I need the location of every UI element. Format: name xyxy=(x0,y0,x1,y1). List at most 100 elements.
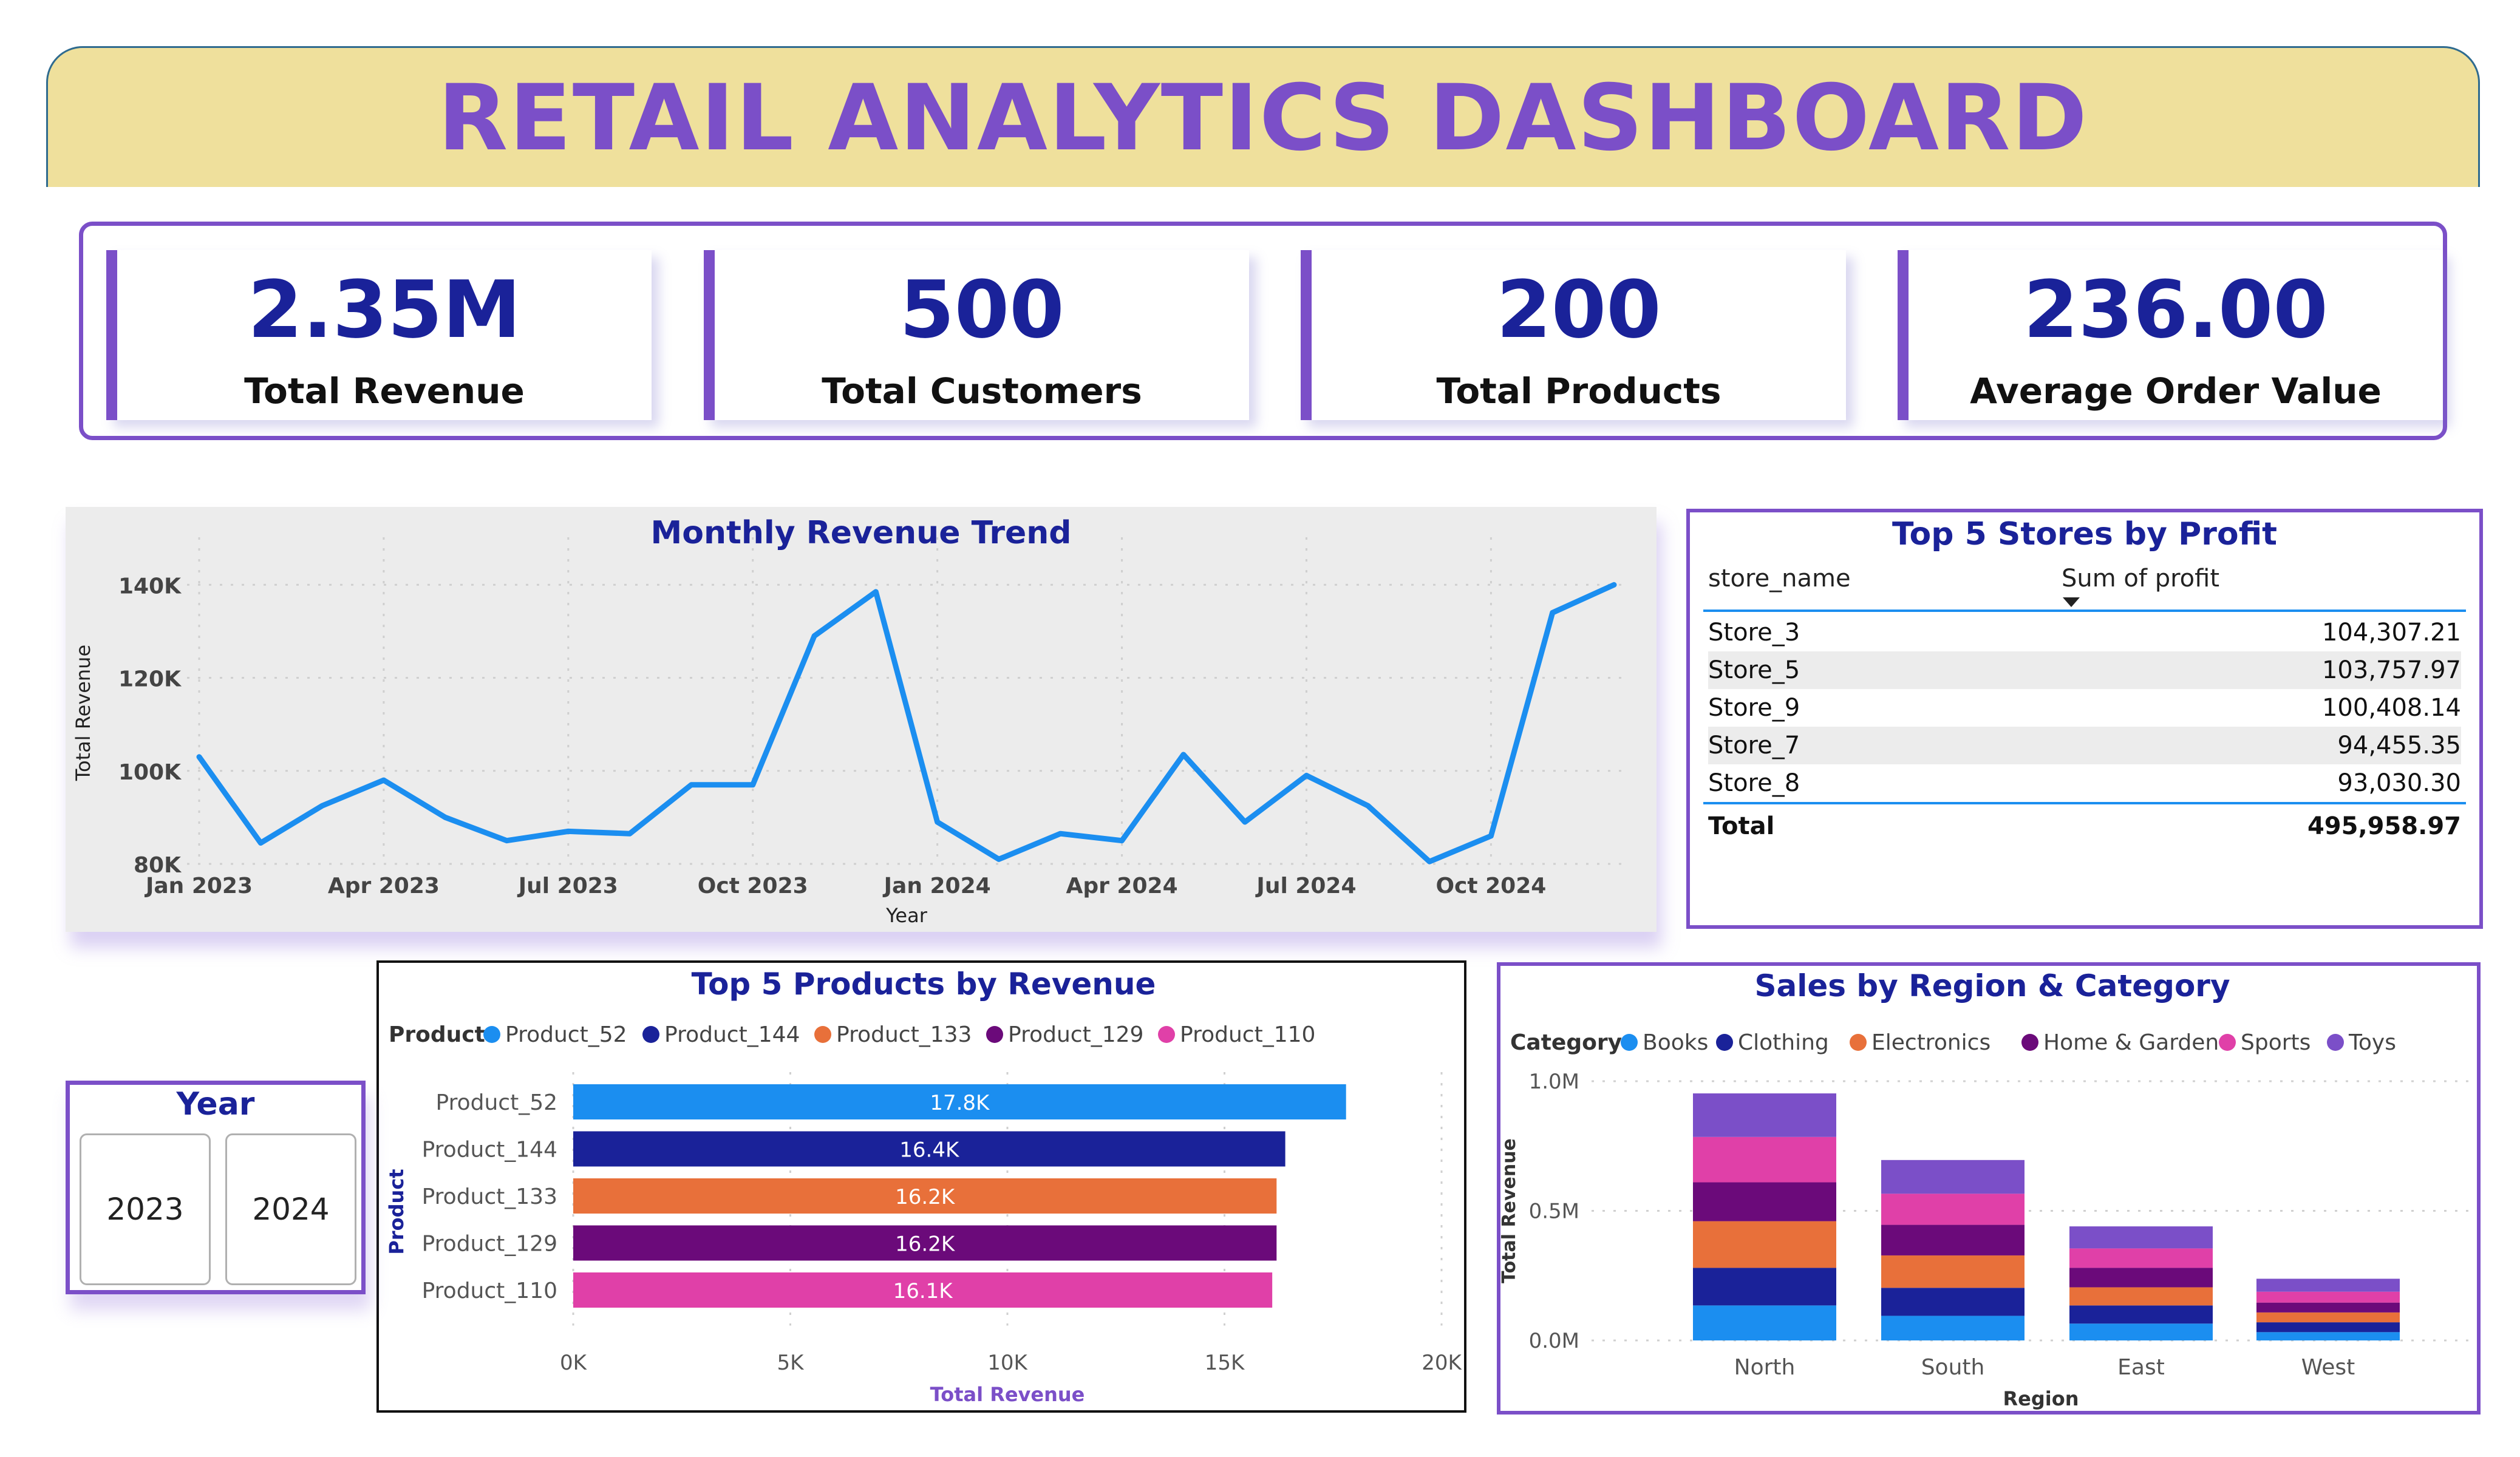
legend-marker xyxy=(814,1026,831,1043)
legend-marker xyxy=(2021,1034,2038,1051)
legend-marker xyxy=(986,1026,1003,1043)
data-point xyxy=(197,754,202,759)
x-tick-label: North xyxy=(1734,1355,1796,1380)
legend-entry: Product_129 xyxy=(1008,1022,1143,1047)
legend-title: Product xyxy=(389,1022,485,1047)
legend-entry: Product_110 xyxy=(1180,1022,1315,1047)
monthly-revenue-chart: Monthly Revenue Trend 80K 100K 120K 140K Jan … xyxy=(72,515,1626,927)
data-point xyxy=(1550,610,1555,616)
top-products-card: Top 5 Products by Revenue Product Product_… xyxy=(376,960,1466,1413)
data-point xyxy=(689,782,694,787)
data-label: 16.2K xyxy=(895,1185,956,1209)
x-tick-label: South xyxy=(1921,1355,1985,1380)
bar-segment-west xyxy=(2256,1291,2400,1303)
kpi-card-total-customers: 500 Total Customers xyxy=(704,250,1249,420)
data-point xyxy=(935,820,940,825)
x-tick-label: Jan 2024 xyxy=(882,874,991,898)
data-point xyxy=(1242,820,1248,825)
sort-desc-icon[interactable] xyxy=(2062,596,2082,610)
legend-marker xyxy=(483,1026,500,1043)
y-tick-label: 1.0M xyxy=(1529,1070,1579,1094)
legend-marker xyxy=(1850,1034,1867,1051)
data-point xyxy=(750,782,755,787)
y-tick-label: 0.5M xyxy=(1529,1200,1579,1224)
legend-entry: Product_133 xyxy=(836,1022,972,1047)
table-row[interactable]: Store_7 94,455.35 xyxy=(1708,727,2461,764)
kpi-label: Total Revenue xyxy=(244,370,525,412)
kpi-value: 236.00 xyxy=(2023,263,2328,356)
legend-entry: Books xyxy=(1643,1030,1708,1055)
bar-segment-east xyxy=(2069,1323,2213,1340)
bar-product_133 xyxy=(573,1178,1277,1214)
legend-entry: Product_144 xyxy=(664,1022,800,1047)
bar-segment-south xyxy=(1881,1224,2025,1255)
bar-product_129 xyxy=(573,1225,1277,1261)
kpi-value: 2.35M xyxy=(247,263,522,356)
top-stores-table-card: Top 5 Stores by Profit store_name Sum of… xyxy=(1686,509,2483,929)
column-header-store[interactable]: store_name xyxy=(1708,565,1851,593)
data-label: 16.4K xyxy=(899,1138,960,1163)
data-point xyxy=(1612,582,1616,588)
x-tick-label: Apr 2024 xyxy=(1066,874,1178,898)
bar-segment-west xyxy=(2256,1302,2400,1313)
kpi-card-total-products: 200 Total Products xyxy=(1301,250,1846,420)
x-tick-label: 5K xyxy=(777,1351,805,1375)
chart-title: Sales by Region & Category xyxy=(1754,968,2230,1004)
profit-cell: 93,030.30 xyxy=(2337,769,2461,797)
store-name-cell: Store_3 xyxy=(1708,619,1800,647)
kpi-label: Total Customers xyxy=(822,370,1142,412)
total-label: Total xyxy=(1708,812,1775,840)
data-point xyxy=(1058,831,1063,837)
kpi-value: 500 xyxy=(899,263,1064,356)
legend-marker xyxy=(2219,1034,2236,1051)
x-tick-label: 20K xyxy=(1422,1351,1462,1375)
data-point xyxy=(1304,773,1309,778)
store-name-cell: Store_5 xyxy=(1708,656,1800,684)
data-point xyxy=(381,778,386,783)
profit-cell: 100,408.14 xyxy=(2321,694,2461,722)
y-axis-label: Total Revenue xyxy=(72,645,95,781)
bar-segment-south xyxy=(1881,1288,2025,1316)
revenue-series-line xyxy=(196,582,1617,864)
header-divider xyxy=(1703,610,2466,612)
y-tick-label: 120K xyxy=(118,667,182,692)
kpi-label: Total Products xyxy=(1436,370,1721,412)
year-option-2024[interactable]: 2024 xyxy=(225,1133,356,1285)
year-option-2023[interactable]: 2023 xyxy=(80,1133,211,1285)
bar-segment-north xyxy=(1693,1221,1836,1268)
kpi-value: 200 xyxy=(1496,263,1661,356)
region-category-card: Sales by Region & Category Category Books C… xyxy=(1497,962,2481,1415)
x-axis-label: Total Revenue xyxy=(930,1383,1085,1406)
table-row[interactable]: Store_8 93,030.30 xyxy=(1708,764,2461,802)
store-name-cell: Store_7 xyxy=(1708,732,1800,759)
table-row[interactable]: Store_3 104,307.21 xyxy=(1708,614,2461,651)
bar-segment-south xyxy=(1881,1194,2025,1225)
legend-marker xyxy=(2327,1034,2344,1051)
bar-segment-south xyxy=(1881,1255,2025,1288)
bar-segment-west xyxy=(2256,1279,2400,1292)
chart-title: Monthly Revenue Trend xyxy=(651,515,1072,551)
y-tick-label: Product_129 xyxy=(422,1232,557,1257)
bar-segment-east xyxy=(2069,1268,2213,1288)
y-tick-label: 140K xyxy=(118,574,182,599)
data-label: 16.2K xyxy=(895,1232,956,1257)
bar-product_144 xyxy=(573,1131,1286,1167)
monthly-revenue-card: Monthly Revenue Trend 80K 100K 120K 140K Jan … xyxy=(66,507,1657,932)
year-slicer: Year 2023 2024 xyxy=(66,1081,366,1294)
bar-segment-north xyxy=(1693,1136,1836,1183)
y-tick-label: 100K xyxy=(118,760,182,785)
bar-segment-north xyxy=(1693,1268,1836,1306)
total-value: 495,958.97 xyxy=(2307,812,2461,840)
bar-segment-south xyxy=(1881,1316,2025,1340)
y-axis-label: Product xyxy=(385,1169,408,1254)
table-row[interactable]: Store_5 103,757.97 xyxy=(1708,651,2461,689)
x-tick-label: 10K xyxy=(987,1351,1028,1375)
table-row[interactable]: Store_9 100,408.14 xyxy=(1708,689,2461,727)
profit-cell: 94,455.35 xyxy=(2337,732,2461,759)
kpi-card-total-revenue: 2.35M Total Revenue xyxy=(106,250,652,420)
x-tick-label: Jul 2023 xyxy=(517,874,618,898)
slicer-title: Year xyxy=(176,1086,255,1122)
column-header-profit[interactable]: Sum of profit xyxy=(2062,565,2219,593)
data-label: 16.1K xyxy=(893,1279,954,1303)
data-point xyxy=(1119,838,1125,843)
